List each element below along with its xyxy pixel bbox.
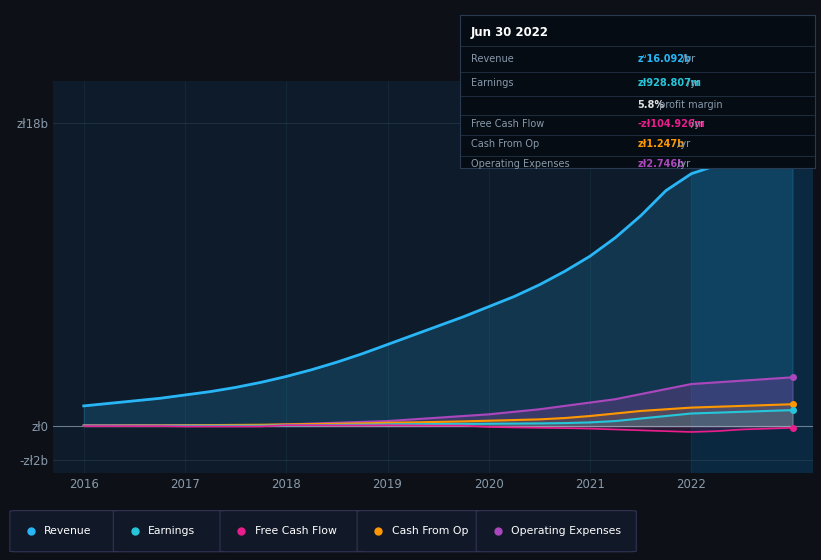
Text: /yr: /yr xyxy=(679,54,695,64)
FancyBboxPatch shape xyxy=(476,511,636,552)
Text: Jun 30 2022: Jun 30 2022 xyxy=(470,26,548,39)
Text: Earnings: Earnings xyxy=(470,78,513,88)
Text: 5.8%: 5.8% xyxy=(637,100,665,110)
Text: Cash From Op: Cash From Op xyxy=(392,526,468,535)
FancyBboxPatch shape xyxy=(220,511,364,552)
Text: zł928.807m: zł928.807m xyxy=(637,78,701,88)
Text: /yr: /yr xyxy=(684,78,699,88)
Text: Operating Expenses: Operating Expenses xyxy=(511,526,621,535)
Text: zᐡ16.092b: zᐡ16.092b xyxy=(637,54,691,64)
Text: Cash From Op: Cash From Op xyxy=(470,139,539,150)
Text: Revenue: Revenue xyxy=(44,526,92,535)
FancyBboxPatch shape xyxy=(113,511,227,552)
Text: Free Cash Flow: Free Cash Flow xyxy=(470,119,544,129)
Text: Free Cash Flow: Free Cash Flow xyxy=(255,526,337,535)
Text: Earnings: Earnings xyxy=(148,526,195,535)
Text: /yr: /yr xyxy=(674,159,690,169)
Bar xyxy=(691,81,813,473)
Text: /yr: /yr xyxy=(688,119,704,129)
Text: Operating Expenses: Operating Expenses xyxy=(470,159,569,169)
FancyBboxPatch shape xyxy=(10,511,121,552)
Text: zł1.247b: zł1.247b xyxy=(637,139,685,150)
FancyBboxPatch shape xyxy=(357,511,483,552)
Text: zł2.746b: zł2.746b xyxy=(637,159,685,169)
Text: -zł104.926m: -zł104.926m xyxy=(637,119,705,129)
Text: /yr: /yr xyxy=(674,139,690,150)
Text: profit margin: profit margin xyxy=(656,100,722,110)
Text: Revenue: Revenue xyxy=(470,54,513,64)
